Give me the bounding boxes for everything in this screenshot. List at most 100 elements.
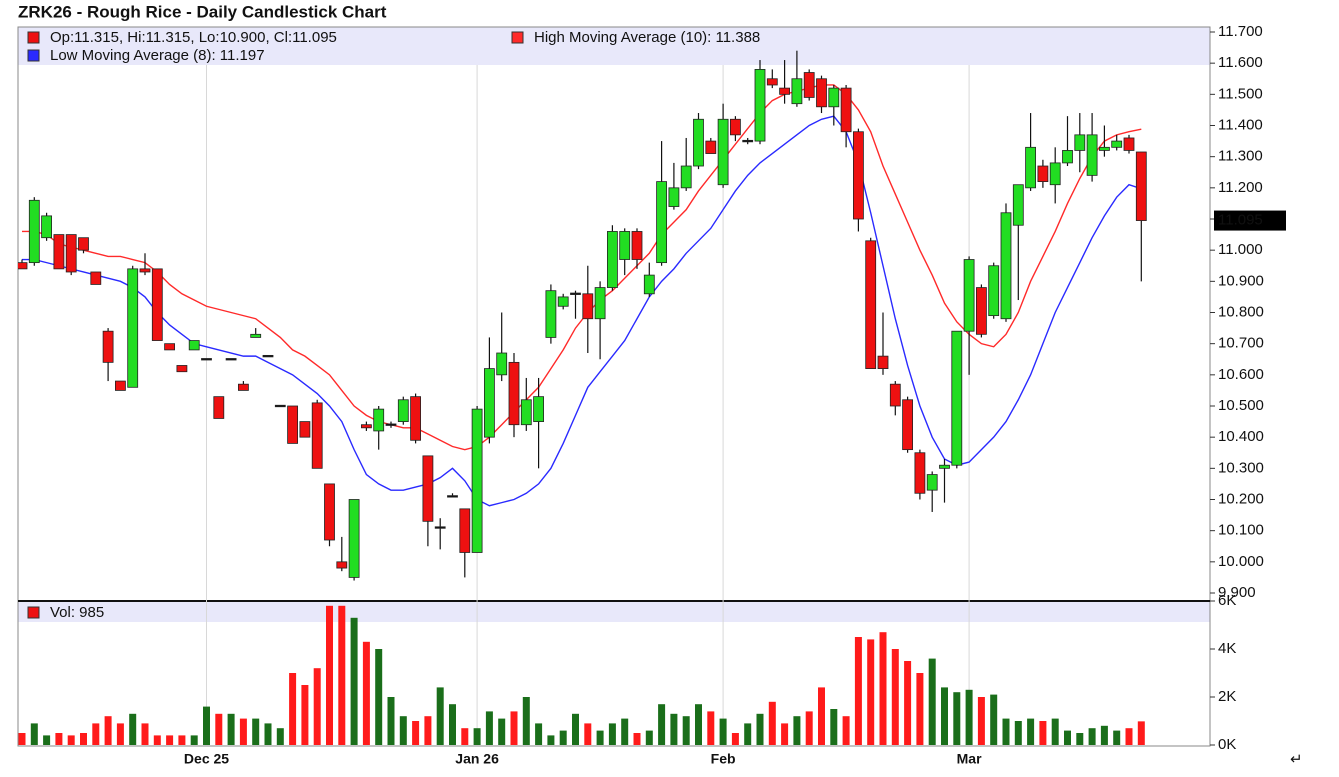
candle-body (496, 352, 508, 376)
candle-body (656, 181, 667, 264)
volume-bar (55, 733, 63, 745)
y-tick-label: 10.400 (1218, 428, 1264, 445)
volume-bar (535, 723, 543, 745)
volume-bar (362, 641, 370, 745)
volume-bar (608, 723, 616, 745)
volume-bar (387, 697, 395, 745)
y-tick-label: 2K (1218, 688, 1236, 705)
volume-bar (756, 713, 764, 745)
candle-body (385, 423, 397, 426)
volume-bar (141, 723, 149, 745)
candle-body (151, 268, 163, 341)
y-tick-label: 10.700 (1218, 335, 1264, 352)
volume-bar (498, 718, 506, 745)
legend-swatch (27, 49, 40, 62)
volume-bar (436, 687, 444, 745)
return-glyph: ↵ (1290, 751, 1303, 768)
volume-bar (990, 694, 998, 745)
candle-body (730, 118, 741, 136)
candle-body (176, 365, 188, 373)
candle-body (348, 499, 360, 578)
volume-bar (67, 735, 75, 745)
y-tick-label: 11.600 (1218, 54, 1263, 71)
candle-body (594, 287, 606, 320)
candle-body (545, 290, 557, 338)
volume-bar (1113, 730, 1121, 745)
volume-bar (301, 685, 309, 745)
volume-bar (658, 704, 666, 745)
volume-bar (1002, 718, 1010, 745)
volume-bar (793, 716, 801, 745)
candle-body (939, 464, 950, 469)
volume-bar (166, 735, 174, 745)
volume-bar (965, 689, 973, 745)
candle-body (28, 199, 40, 264)
x-tick-label: Jan 26 (455, 751, 499, 767)
candle-body (1000, 212, 1012, 320)
y-tick-label: 10.100 (1218, 522, 1264, 539)
candle-body (102, 330, 114, 363)
volume-bar (867, 639, 875, 745)
y-tick-label: 11.300 (1218, 148, 1263, 165)
volume-bar (473, 728, 481, 745)
candle-body (520, 399, 532, 426)
candle-body (336, 561, 348, 569)
candle-body (570, 292, 581, 295)
candle-body (631, 231, 643, 260)
candle-body (18, 262, 28, 270)
candle-body (668, 187, 680, 207)
y-tick-label: 10.900 (1218, 272, 1264, 289)
candle-body (1086, 134, 1098, 176)
candle-body (483, 368, 495, 438)
volume-bar (977, 697, 985, 745)
volume-bar (18, 733, 26, 745)
volume-bar (547, 735, 555, 745)
y-tick-label: 10.200 (1218, 490, 1264, 507)
volume-bar (584, 723, 592, 745)
volume-bar (719, 718, 727, 745)
y-tick-label: 11.500 (1218, 85, 1263, 102)
y-tick-label: 10.800 (1218, 303, 1264, 320)
y-tick-label: 11.200 (1218, 179, 1263, 196)
volume-bar (830, 709, 838, 745)
candle-body (225, 358, 237, 361)
volume-bar (178, 735, 186, 745)
volume-bar (412, 721, 420, 745)
volume-bar (842, 716, 850, 745)
y-tick-label: 9.900 (1218, 584, 1256, 601)
candle-body (705, 140, 717, 154)
volume-bar (116, 723, 124, 745)
candle-body (619, 231, 631, 260)
candle-body (963, 259, 975, 332)
y-tick-label: 10.600 (1218, 366, 1264, 383)
volume-bar (768, 701, 776, 745)
candle-body (53, 234, 65, 270)
candle-body (397, 399, 409, 422)
volume-bar (572, 713, 579, 745)
candle-body (1049, 162, 1061, 186)
x-tick-label: Feb (711, 751, 736, 767)
candle-body (643, 274, 655, 295)
y-tick-label: 11.000 (1218, 241, 1263, 258)
candle-body (41, 215, 52, 239)
volume-bar (682, 716, 690, 745)
volume-bar (1039, 721, 1047, 745)
volume-bar (252, 718, 260, 745)
candle-body (360, 424, 372, 429)
candle-body (1074, 134, 1086, 151)
volume-bar (1100, 725, 1108, 745)
volume-bar (818, 687, 825, 745)
y-tick-label: 0K (1218, 736, 1236, 753)
x-tick-label: Dec 25 (184, 751, 229, 767)
volume-bar (621, 718, 629, 745)
volume-bar (1076, 733, 1084, 745)
candle-body (557, 296, 569, 307)
legend-label: High Moving Average (10): 11.388 (534, 29, 760, 46)
candle-body (779, 87, 790, 95)
volume-bar (670, 713, 678, 745)
volume-bar (695, 704, 702, 745)
candle-body (237, 383, 249, 391)
candle-body (582, 293, 594, 320)
candle-body (287, 405, 299, 444)
volume-bar (781, 723, 789, 745)
